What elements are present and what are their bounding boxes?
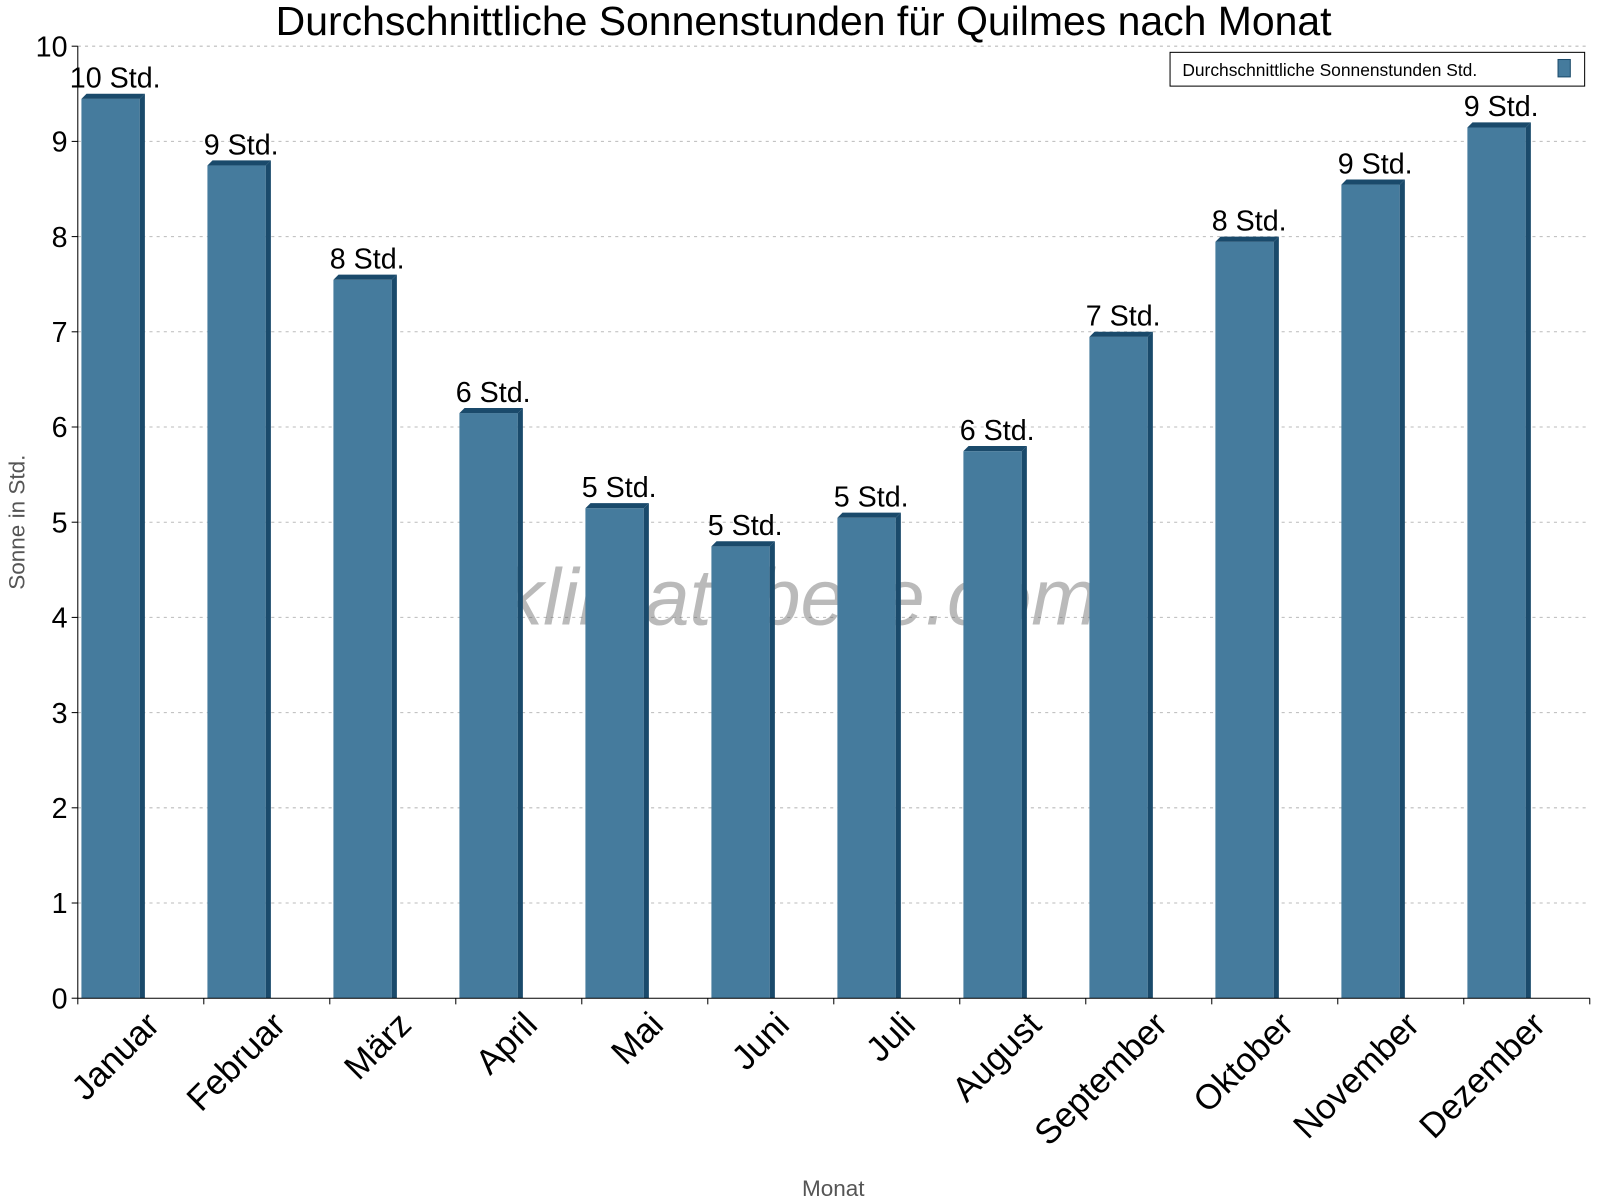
bar-top (207, 160, 271, 166)
bar (207, 165, 266, 999)
data-label: 6 Std. (960, 415, 1035, 447)
bar-top (1467, 122, 1531, 128)
bar-top (585, 503, 649, 509)
bar-side (1399, 179, 1405, 999)
y-tick-label: 4 (52, 603, 68, 635)
x-tick-label: Juli (858, 1005, 923, 1070)
y-tick-label: 10 (36, 31, 68, 63)
x-axis-label: Monat (802, 1176, 865, 1200)
data-label: 10 Std. (70, 63, 161, 95)
y-tick-label: 0 (52, 983, 68, 1015)
bar-top (1089, 331, 1153, 337)
bar (459, 413, 518, 999)
bar (585, 508, 644, 999)
bar-side (265, 160, 271, 999)
legend-label: Durchschnittliche Sonnenstunden Std. (1182, 60, 1477, 80)
bar (81, 98, 140, 999)
legend-swatch (1557, 58, 1571, 78)
data-label: 5 Std. (582, 472, 657, 504)
bar-top (1215, 236, 1279, 242)
x-tick-label: Oktober (1186, 1005, 1301, 1120)
y-tick-label: 1 (52, 888, 68, 920)
bar-top (81, 93, 145, 99)
data-label: 7 Std. (1086, 301, 1161, 333)
y-tick-label: 7 (52, 317, 68, 349)
bar-top (333, 274, 397, 280)
y-tick-label: 3 (52, 698, 68, 730)
bar-side (1021, 446, 1027, 999)
bar-side (895, 512, 901, 999)
bar (711, 546, 770, 999)
legend-box (1169, 51, 1586, 87)
x-tick-label: November (1286, 1005, 1427, 1146)
x-tick-label: Dezember (1412, 1005, 1553, 1146)
data-label: 8 Std. (330, 244, 405, 276)
y-tick-label: 5 (52, 507, 68, 539)
bar-top (963, 446, 1027, 452)
data-label: 9 Std. (1464, 91, 1539, 123)
bar (1341, 184, 1400, 999)
bar (963, 451, 1022, 999)
bar (1215, 241, 1274, 999)
y-tick-label: 9 (52, 127, 68, 159)
x-tick-label: Februar (179, 1005, 293, 1119)
bar-side (1525, 122, 1531, 999)
y-axis-label: Sonne in Std. (5, 455, 30, 590)
y-tick-label: 6 (52, 412, 68, 444)
x-tick-label: März (337, 1005, 419, 1087)
bar-side (139, 93, 145, 999)
bar-side (517, 407, 523, 999)
data-label: 6 Std. (456, 377, 531, 409)
chart-title: Durchschnittliche Sonnenstunden für Quil… (276, 0, 1332, 44)
data-label: 5 Std. (708, 510, 783, 542)
data-label: 9 Std. (1338, 148, 1413, 180)
bar-top (459, 407, 523, 414)
bar-side (1273, 236, 1279, 999)
x-tick-label: Januar (64, 1005, 167, 1108)
y-tick-label: 8 (52, 222, 68, 254)
bar-top (1341, 179, 1405, 185)
x-tick-label: April (468, 1005, 545, 1082)
bar-side (391, 274, 397, 999)
bar (1467, 127, 1526, 999)
x-tick-label: August (945, 1005, 1049, 1109)
data-label: 5 Std. (834, 482, 909, 514)
x-tick-label: September (1027, 1005, 1175, 1153)
legend: Durchschnittliche Sonnenstunden Std. (1169, 51, 1586, 87)
y-tick-label: 2 (52, 793, 68, 825)
data-label: 9 Std. (204, 129, 279, 161)
bar (1089, 336, 1148, 999)
bar-top (837, 512, 901, 518)
bar-top (711, 541, 775, 547)
x-tick-label: Mai (604, 1005, 671, 1072)
bar-side (1147, 331, 1153, 999)
bar (837, 517, 896, 999)
data-label: 8 Std. (1212, 205, 1287, 237)
x-tick-label: Juni (724, 1005, 797, 1078)
bar-side (769, 541, 775, 999)
bar (333, 279, 392, 999)
bar-side (643, 503, 649, 999)
